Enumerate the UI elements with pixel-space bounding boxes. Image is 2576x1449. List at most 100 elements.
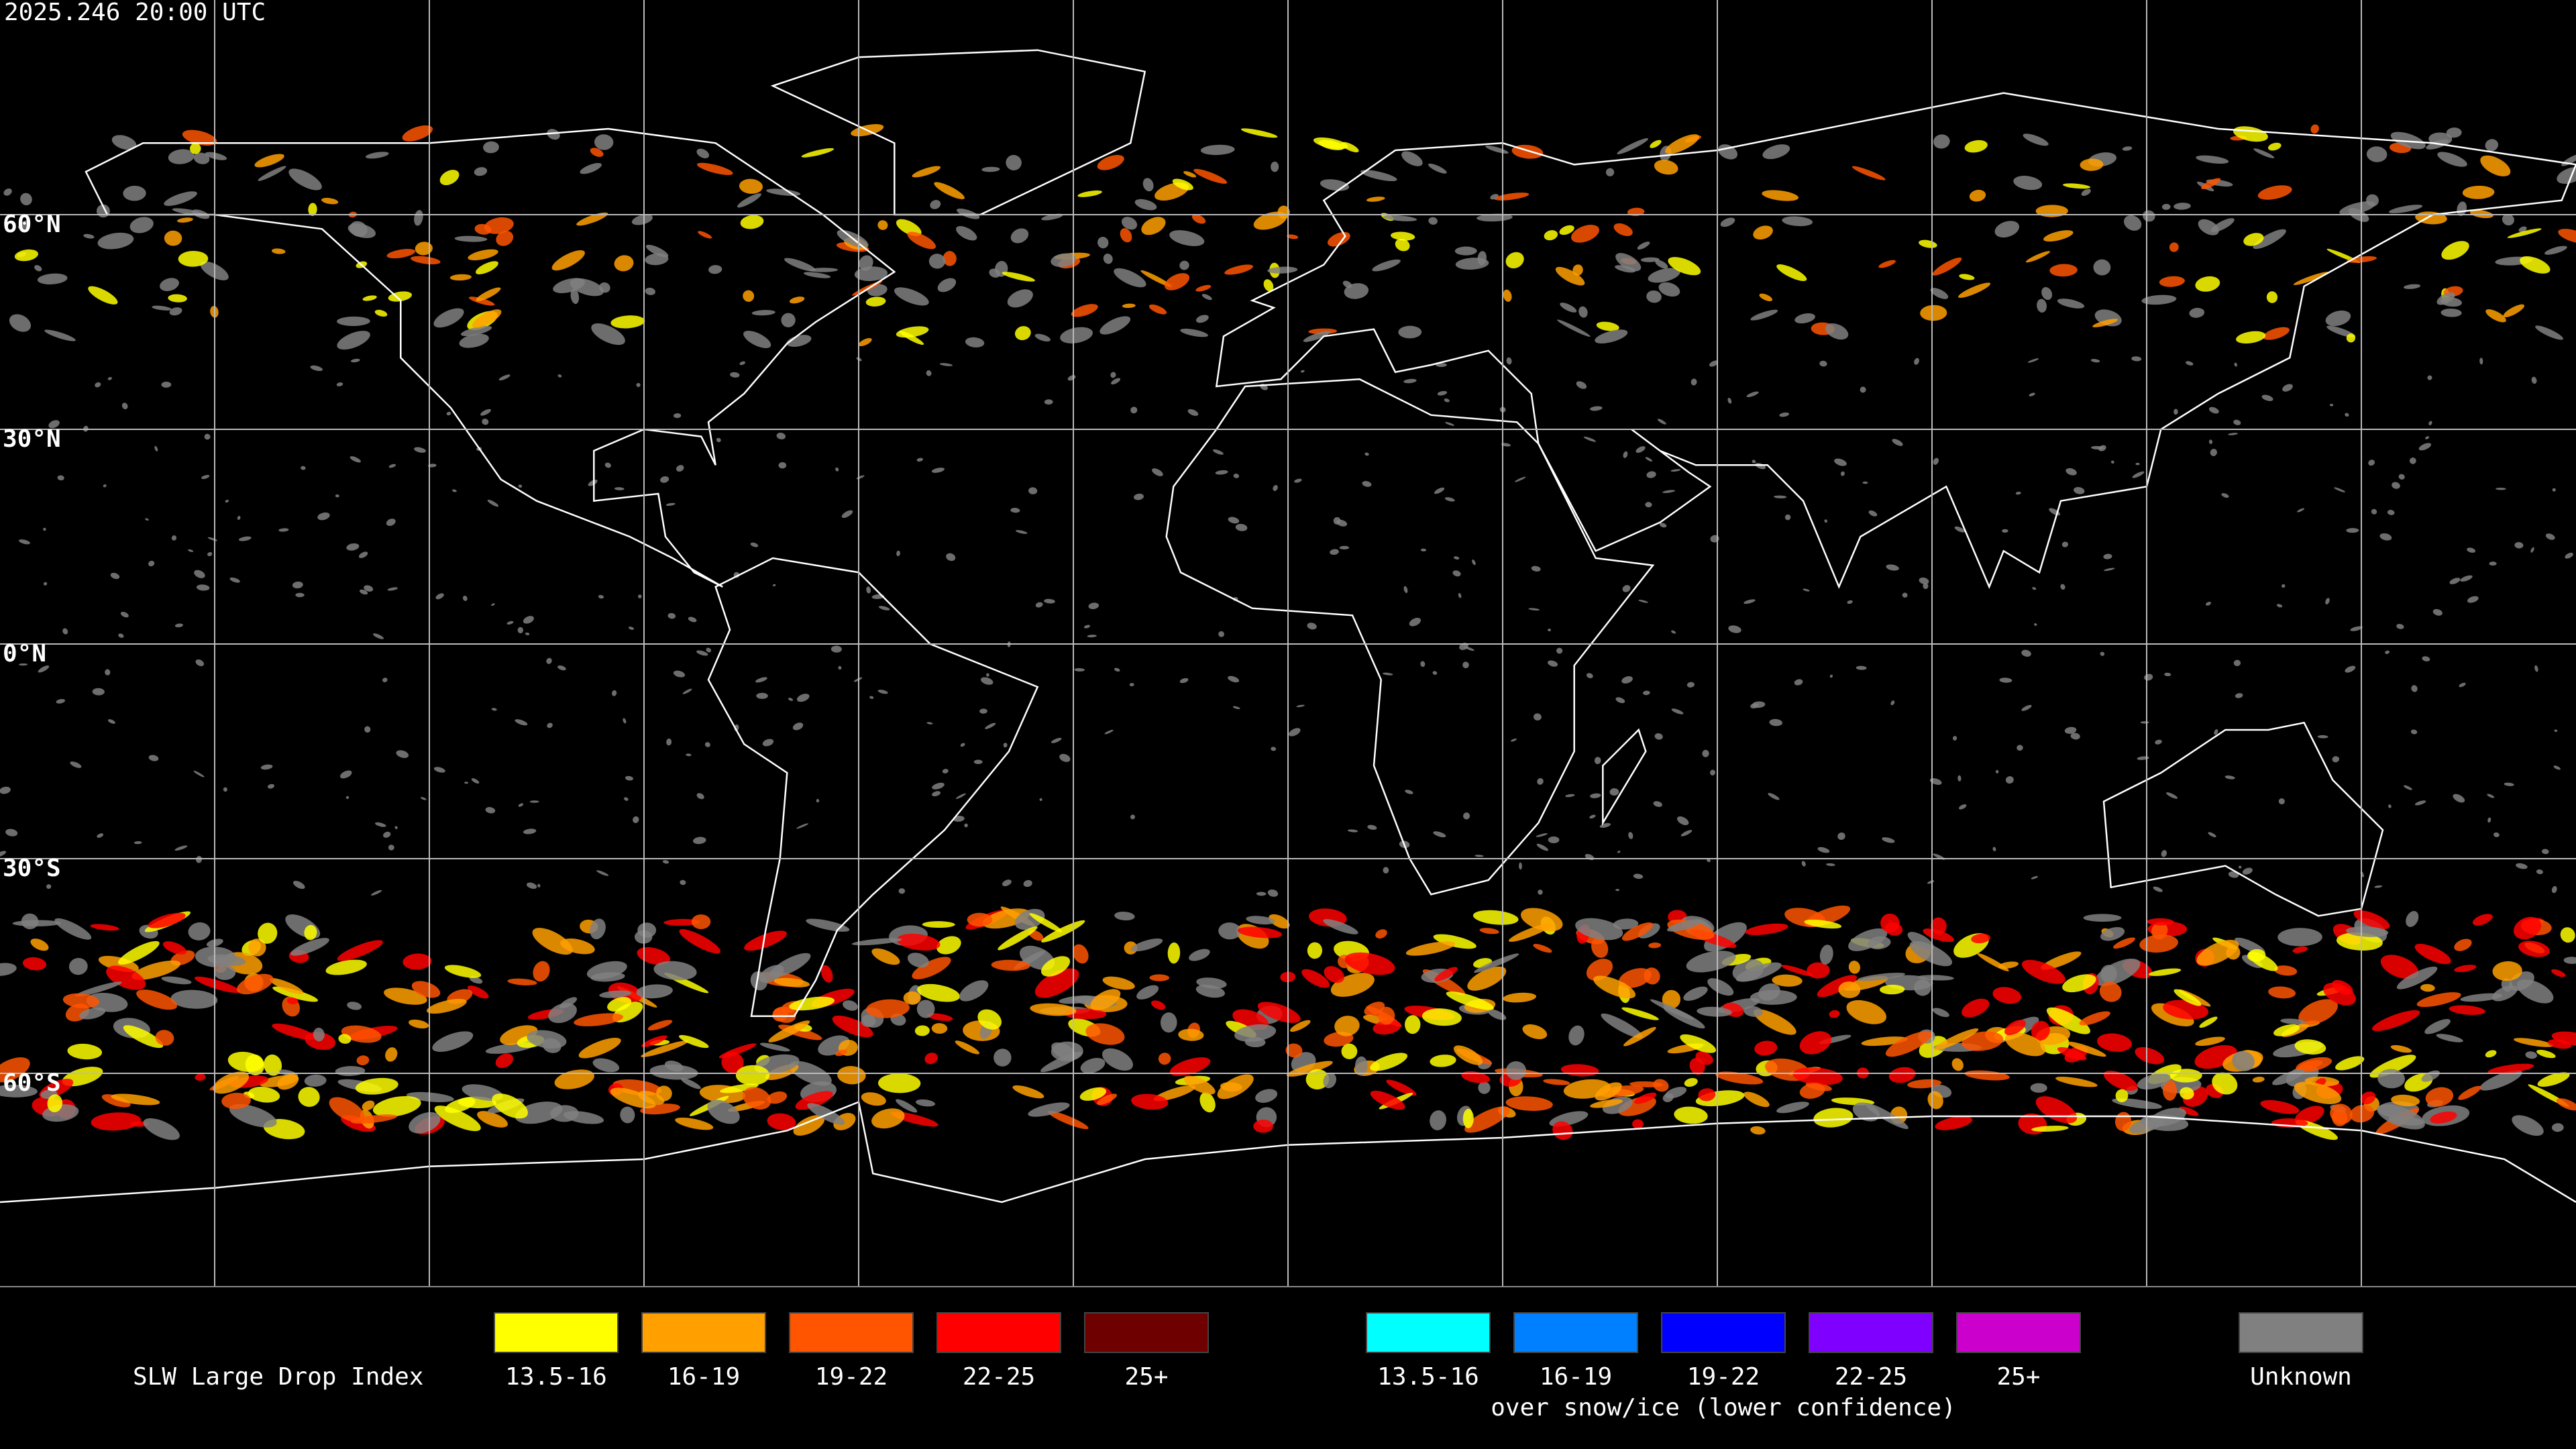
cloud-patch [1183,1075,1216,1095]
cloud-patch [2092,319,2118,327]
cloud-patch [1180,328,1208,337]
cloud-patch [2453,794,2465,803]
cloud-patch [1395,238,1410,252]
cloud-patch [1110,372,1116,378]
cloud-patch [1935,1116,1973,1130]
cloud-patch [1002,879,1012,887]
cloud-patch [666,738,672,746]
cloud-patch [1195,284,1212,292]
cloud-patch [1544,230,1558,241]
cloud-patch [1826,863,1835,866]
cloud-patch [594,134,614,150]
cloud-patch [2329,403,2334,407]
cloud-patch [547,129,560,140]
cloud-patch [482,419,489,425]
cloud-patch [789,297,805,304]
cloud-patch [1271,747,1277,751]
cloud-patch [1659,523,1667,528]
cloud-patch [1370,1090,1405,1110]
cloud-patch [578,1037,621,1059]
cloud-patch [129,217,154,233]
cloud-patch [2551,885,2557,894]
cloud-patch [2252,1077,2265,1083]
cloud-patch [1201,294,1212,301]
cloud-patch [2212,1072,2238,1095]
coastline [2102,721,2384,917]
cloud-patch [946,553,956,561]
cloud-patch [1601,1013,1643,1038]
cloud-patch [740,215,764,229]
cloud-patch [1405,941,1455,956]
cloud-patch [67,1043,103,1060]
cloud-patch [373,633,384,639]
cloud-patch [2446,127,2462,138]
cloud-patch [347,1002,362,1010]
cloud-patch [148,755,159,761]
cloud-patch [350,358,360,363]
cloud-patch [1366,197,1385,202]
legend: SLW Large Drop Index 13.5-16 16-19 19-22 22… [133,1312,2363,1421]
cloud-patch [2436,292,2455,305]
cloud-patch [1759,293,1773,301]
cloud-patch [1892,439,1903,446]
cloud-patch [1074,667,1085,672]
cloud-patch [625,775,633,781]
cloud-patch [161,381,172,388]
cloud-patch [468,297,495,306]
cloud-patch [2103,553,2112,559]
cloud-patch [2103,1071,2138,1091]
cloud-patch [922,921,955,928]
cloud-patch [2507,228,2542,238]
cloud-patch [2366,194,2379,207]
legend-title: SLW Large Drop Index [133,1363,423,1391]
cloud-patch [1269,914,1290,929]
cloud-patch [388,464,396,468]
cloud-patch [485,807,496,814]
cloud-patch [1533,713,1542,721]
cloud-patch [2005,1032,2046,1057]
cloud-patch [1668,257,1701,276]
cloud-patch [1305,1069,1330,1090]
cloud-patch [1804,919,1842,929]
legend-label: 25+ [1996,1363,2040,1391]
cloud-patch [204,433,211,440]
cloud-patch [750,971,768,991]
cloud-patch [223,787,227,792]
cloud-patch [1638,600,1648,603]
cloud-patch [2292,946,2308,953]
cloud-patch [2479,1070,2522,1091]
cloud-patch [365,152,389,159]
cloud-patch [743,331,771,348]
cloud-patch [1824,519,1828,523]
cloud-patch [1354,1056,1368,1076]
cloud-patch [1010,508,1020,513]
cloud-patch [2479,358,2483,365]
cloud-patch [1453,1045,1483,1065]
cloud-patch [2398,474,2405,480]
cloud-patch [1477,213,1513,222]
cloud-patch [0,1057,30,1083]
cloud-patch [1914,979,1931,996]
cloud-patch [325,959,367,975]
cloud-patch [2536,869,2543,875]
cloud-patch [2467,547,2476,553]
cloud-patch [1256,892,1267,896]
cloud-patch [2371,1010,2420,1031]
cloud-patch [994,1049,1012,1067]
cloud-patch [1136,985,1159,1000]
cloud-patch [2228,433,2238,435]
cloud-patch [1995,769,1999,773]
cloud-patch [1933,134,1950,149]
cloud-patch [1613,223,1633,236]
cloud-patch [338,1034,352,1044]
cloud-patch [329,1097,365,1122]
cloud-patch [1583,436,1597,442]
coastline [1165,378,1655,896]
cloud-patch [358,551,368,558]
cloud-patch [1851,166,1886,180]
cloud-patch [1318,140,1344,150]
cloud-patch [1002,272,1035,282]
cloud-patch [1307,942,1323,959]
cloud-patch [1746,391,1759,397]
cloud-patch [1193,168,1228,184]
